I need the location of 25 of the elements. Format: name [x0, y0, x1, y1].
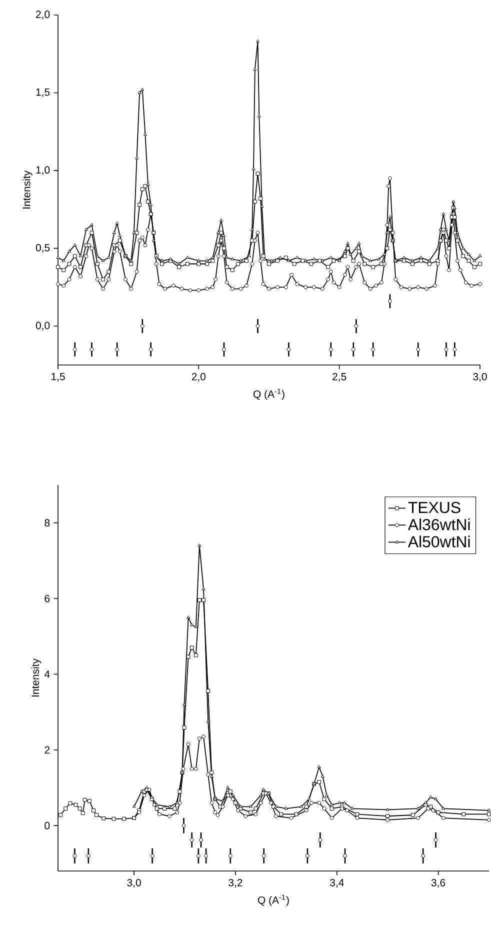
y-tick-label: 2 [44, 746, 50, 754]
x-tick-label: 3,0 [127, 878, 141, 888]
y-tick-label: 6 [44, 594, 50, 602]
x-tick-label: 1,5 [52, 372, 65, 382]
y-tick-label: 0,5 [36, 244, 50, 253]
x-axis-title: Q (A$^{-1}$) [258, 894, 289, 906]
legend-label: Al36wtNi [408, 518, 470, 530]
y-axis-title: Intensity [22, 170, 32, 208]
legend-label: TEXUS [408, 502, 460, 514]
y-tick-label: 1,5 [36, 88, 50, 98]
y-axis-title: Intensity [31, 658, 42, 697]
x-tick-label: 3,4 [330, 878, 344, 888]
x-tick-label: 3,6 [431, 878, 446, 888]
x-tick-label: 2,5 [332, 372, 346, 382]
y-tick-label: 0,0 [36, 322, 50, 330]
y-tick-label: 8 [44, 519, 50, 527]
x-tick-label: 3,2 [228, 878, 242, 888]
x-axis-title: Q (A$^{-1}$) [254, 388, 284, 400]
y-tick-label: 4 [44, 670, 50, 678]
x-tick-label: 2,0 [192, 372, 206, 382]
x-tick-label: 3,0 [473, 372, 487, 382]
y-tick-label: 0 [44, 822, 50, 830]
y-tick-label: 2,0 [36, 10, 50, 20]
y-tick-label: 1,0 [36, 166, 50, 175]
legend-label: Al50wtNi [408, 536, 470, 548]
